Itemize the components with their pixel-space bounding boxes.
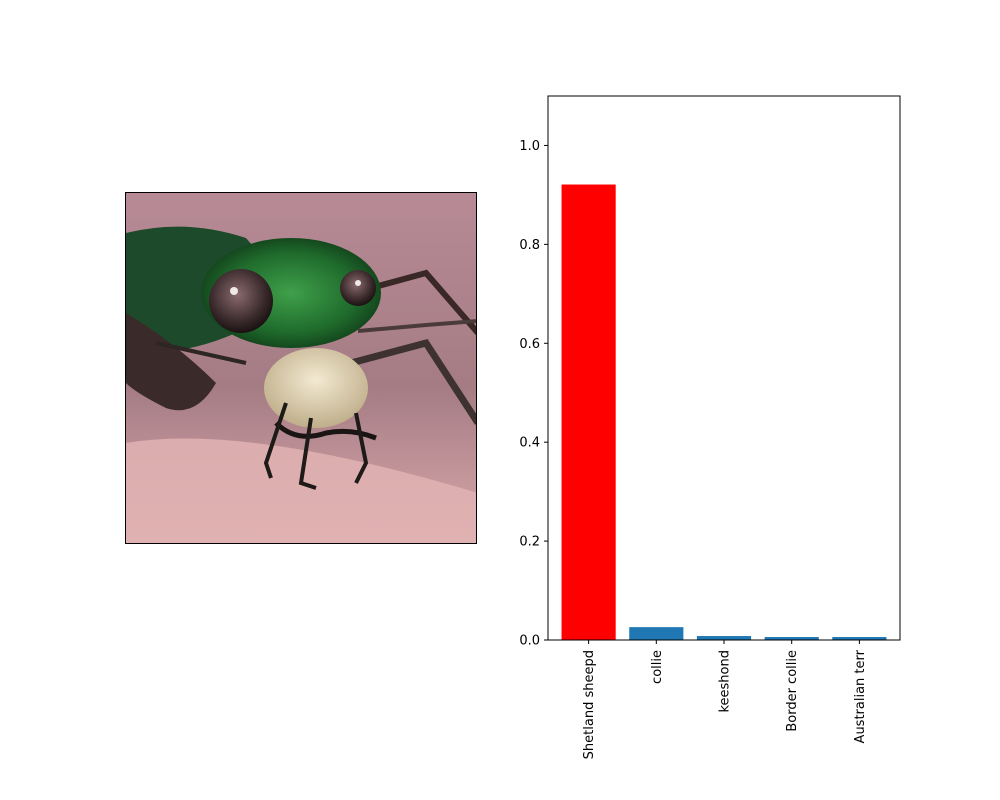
bar-4 [832,637,887,640]
bar-0 [561,184,616,641]
y-tick-label: 0.6 [519,337,540,352]
x-tick-label: collie [650,650,665,684]
y-tick-label: 1.0 [519,139,540,154]
x-tick-label: keeshond [718,650,733,713]
y-axis: 0.0 0.2 0.4 0.6 0.8 1.0 [519,139,548,649]
beetle-photo [125,192,477,544]
y-tick-label: 0.2 [519,535,540,550]
x-tick-label: Shetland sheepd [582,650,597,759]
bar-2 [696,636,752,640]
y-tick-label: 0.8 [519,238,540,253]
bars-layer [561,184,887,641]
x-tick-label: Australian terr [853,649,868,743]
y-tick-label: 0.4 [519,436,540,451]
y-tick-label: 0.0 [519,634,540,649]
bar-1 [629,627,684,640]
beetle-image [126,193,476,543]
x-axis: Shetland sheepd collie keeshond Border coll… [582,640,868,759]
bar-3 [764,637,819,640]
x-tick-label: Border collie [785,650,800,732]
